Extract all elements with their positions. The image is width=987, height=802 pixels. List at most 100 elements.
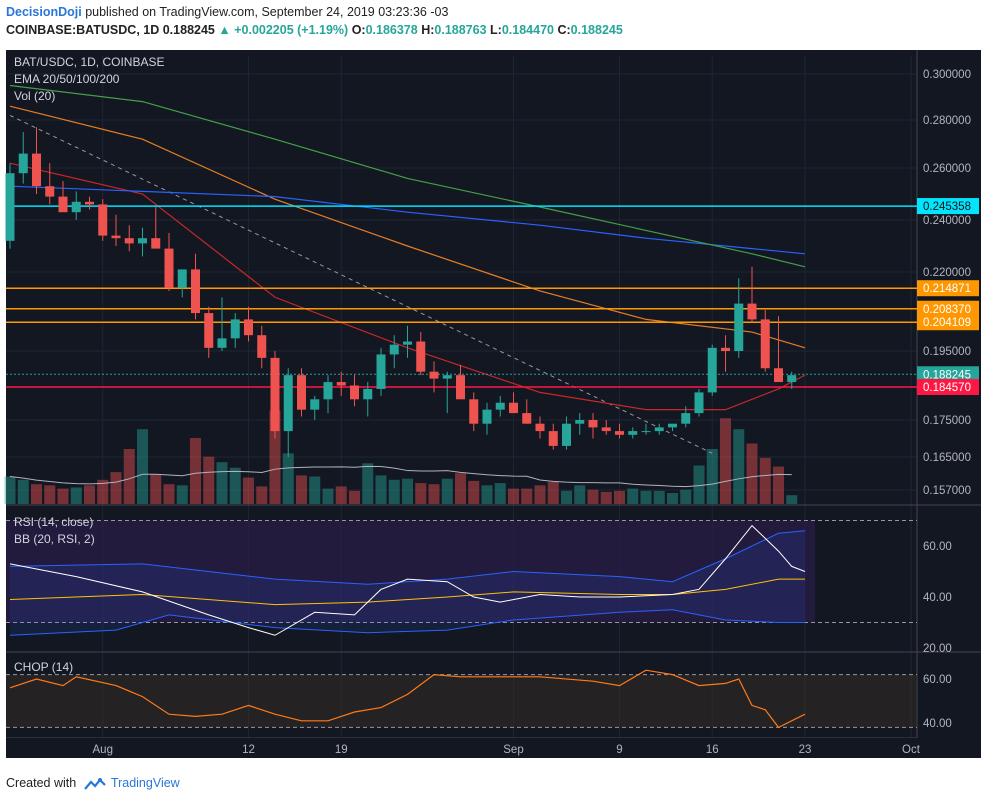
legend-line: Vol (20)	[14, 89, 55, 103]
candle-body	[217, 338, 227, 348]
candles	[5, 127, 797, 457]
candle-body	[124, 238, 134, 244]
price-tick-label: 0.157000	[923, 485, 971, 497]
time-tick-label: 16	[706, 744, 719, 756]
candle-body	[310, 399, 320, 410]
volume-bar	[455, 473, 466, 504]
candle-body	[509, 402, 518, 414]
volume-bar	[163, 484, 175, 504]
high-value: 0.188763	[434, 23, 487, 37]
rsi-tick-label: 60.00	[923, 541, 952, 553]
candle-body	[641, 431, 651, 433]
volume-bar	[309, 476, 321, 504]
price-level-label: 0.214871	[923, 283, 971, 295]
volume-bar	[759, 457, 771, 504]
candle-body	[283, 375, 293, 432]
candle-body	[297, 375, 306, 410]
price-tick-label: 0.260000	[923, 163, 971, 175]
last-price: 0.188245	[162, 23, 215, 37]
time-tick-label: 19	[335, 744, 348, 756]
time-tick-label: 23	[799, 744, 812, 756]
candle-body	[522, 413, 532, 424]
price-level-label: 0.184570	[923, 382, 971, 394]
candle-body	[416, 341, 426, 372]
publish-line: DecisionDoji published on TradingView.co…	[6, 5, 448, 19]
volume-bar	[720, 418, 731, 504]
time-axis-ticks: Aug 12 19 Sep 9 16 23 Oct	[93, 744, 921, 756]
candle-body	[721, 347, 730, 351]
candle-body	[71, 201, 81, 213]
rsi-line	[9, 524, 806, 636]
candle-body	[575, 420, 585, 424]
chop-band-fill	[6, 674, 917, 728]
price-level-tag	[917, 280, 979, 297]
candle-body	[151, 238, 161, 249]
price-tick-label: 0.240000	[923, 215, 971, 227]
candle-body	[548, 431, 558, 446]
volume-bar	[706, 449, 718, 504]
price-level-tag	[917, 366, 979, 383]
volume-bar	[97, 479, 109, 504]
candle-body	[760, 319, 770, 369]
candle-body	[111, 235, 121, 239]
price-tick-label: 0.220000	[923, 267, 971, 279]
candle-body	[668, 423, 677, 428]
candle-body	[615, 431, 624, 435]
candle-body	[18, 153, 28, 174]
candle-body	[257, 335, 267, 358]
volume-bar	[693, 465, 705, 504]
candle-body	[58, 196, 68, 213]
open-label: O:	[351, 23, 366, 37]
close-label: C:	[557, 23, 571, 37]
price-grid	[6, 56, 917, 738]
candle-body	[204, 313, 214, 348]
volume-bar	[508, 488, 519, 504]
candle-body	[694, 392, 704, 414]
candle-body	[482, 409, 492, 424]
rsi-band-fill	[6, 520, 815, 623]
candle-body	[469, 399, 479, 424]
tradingview-brand[interactable]: TradingView	[110, 776, 180, 790]
volume-ma-line	[9, 465, 792, 488]
time-tick-label: Oct	[902, 744, 921, 756]
candle-body	[177, 269, 187, 288]
footer: Created with TradingView	[6, 776, 180, 791]
volume-bar	[150, 474, 162, 504]
candle-body	[562, 423, 571, 446]
author-link[interactable]: DecisionDoji	[6, 5, 82, 19]
chop-axis-ticks: 60.00 40.00	[923, 674, 952, 730]
candle-body	[138, 238, 147, 244]
price-tick-label: 0.165000	[923, 452, 971, 464]
volume-bar	[574, 485, 586, 504]
volume-bar	[468, 480, 480, 504]
volume-bar	[123, 449, 135, 504]
price-level-label: 0.204109	[923, 317, 971, 329]
published-text: published on TradingView.com, September …	[85, 5, 449, 19]
candle-body	[270, 357, 280, 432]
rsi-axis-ticks: 60.00 40.00 20.00	[923, 541, 952, 655]
close-value: 0.188245	[570, 23, 623, 37]
volume-bar	[494, 483, 506, 504]
volume-bar	[349, 490, 360, 504]
rsi-title: RSI (14, close)	[14, 515, 93, 529]
legend-line: BAT/USDC, 1D, COINBASE	[14, 55, 164, 69]
bb-basis-line	[9, 578, 805, 606]
candle-body	[403, 341, 412, 345]
volume-bar	[667, 493, 678, 504]
chop-line	[9, 669, 806, 729]
candle-body	[456, 375, 465, 400]
volume-bar	[733, 429, 745, 504]
price-level-tag	[917, 378, 979, 395]
candle-body	[681, 413, 691, 424]
candle-body	[601, 427, 611, 432]
candle-body	[230, 319, 240, 339]
tradingview-logo-icon	[83, 777, 106, 790]
volume-bar	[4, 476, 16, 504]
volume-bar	[216, 462, 228, 504]
volume-bar	[243, 477, 254, 504]
candle-body	[495, 402, 505, 410]
candle-body	[389, 344, 399, 355]
price-level-label: 0.208370	[923, 304, 971, 316]
chop-tick-label: 60.00	[923, 674, 952, 686]
